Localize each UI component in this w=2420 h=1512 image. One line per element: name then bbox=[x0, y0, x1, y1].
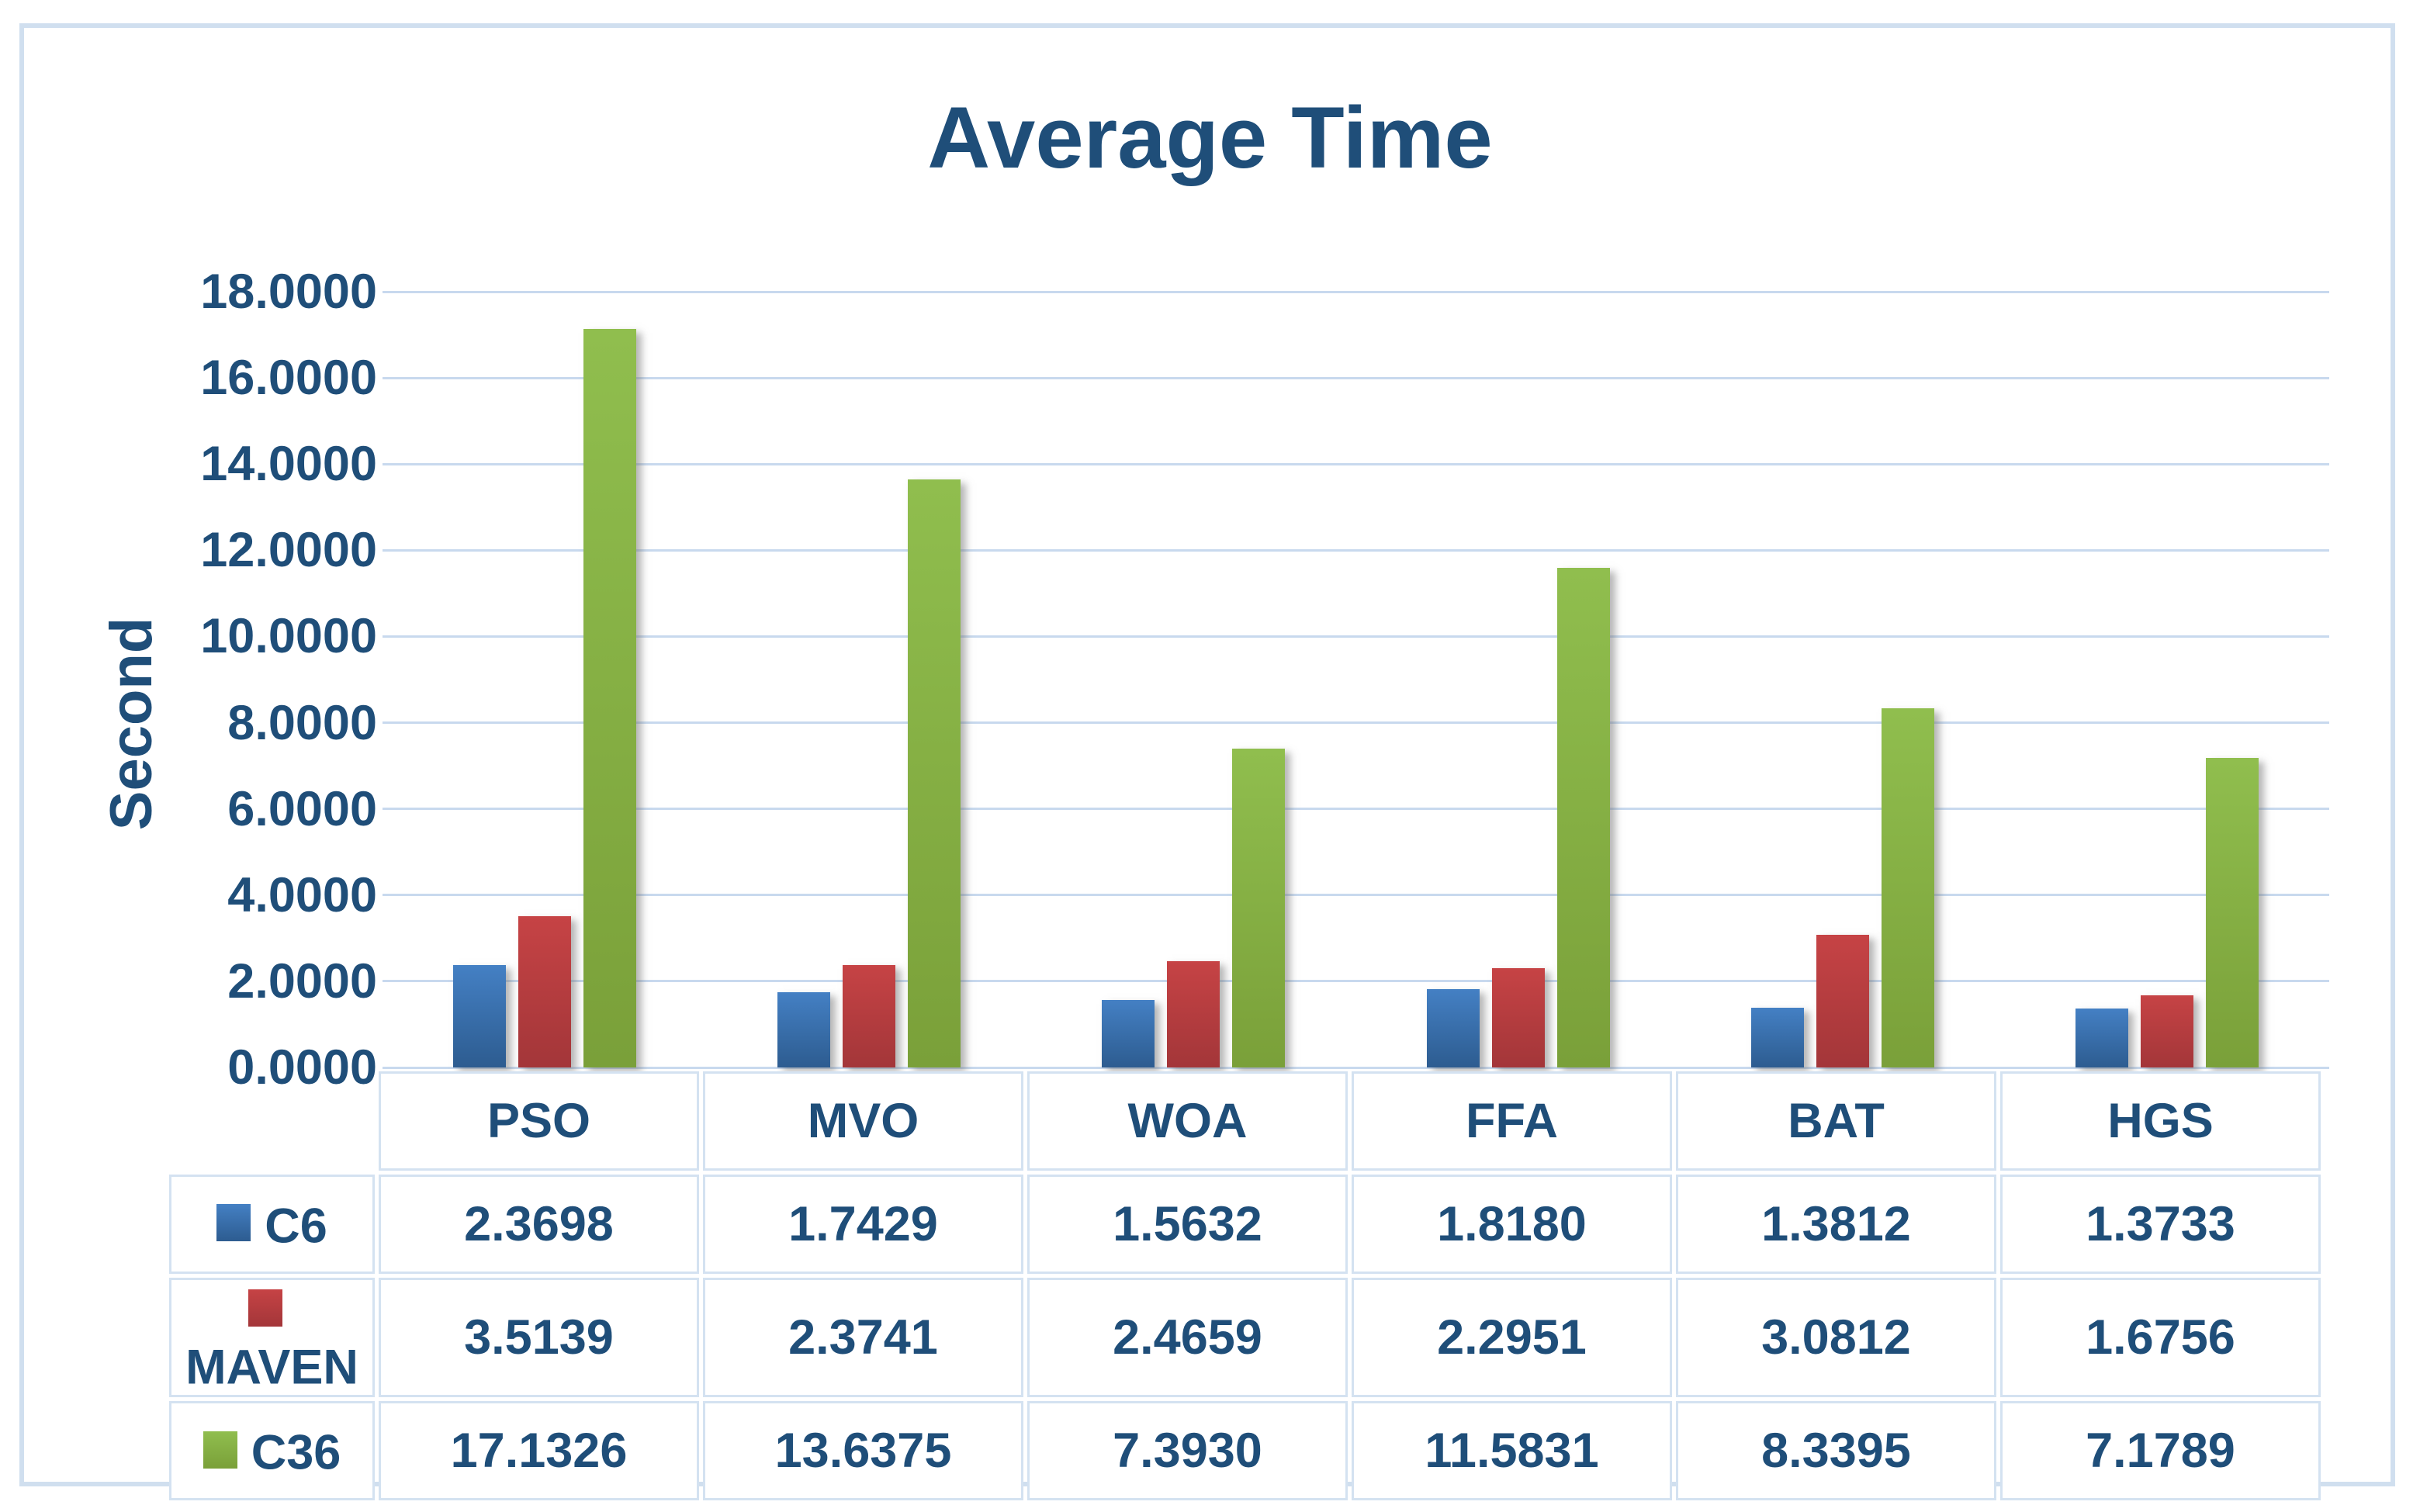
bar-c6-ffa bbox=[1426, 989, 1480, 1067]
value-cell: 7.1789 bbox=[2000, 1401, 2321, 1501]
gridline bbox=[383, 894, 2329, 897]
y-axis-tick-label: 18.0000 bbox=[200, 265, 377, 319]
bar-c36-woa bbox=[1232, 749, 1286, 1067]
value-cell: 2.4659 bbox=[1027, 1278, 1348, 1398]
value-cell: 3.5139 bbox=[379, 1278, 699, 1398]
gridline bbox=[383, 721, 2329, 725]
table-row: C36 17.1326 13.6375 7.3930 11.5831 8.3395 7.17… bbox=[169, 1401, 2321, 1501]
gridline bbox=[383, 1066, 2329, 1069]
value-cell: 1.8180 bbox=[1352, 1175, 1672, 1274]
gridline bbox=[383, 635, 2329, 638]
category-header-cell: MVO bbox=[703, 1071, 1023, 1171]
y-axis-tick-label: 2.0000 bbox=[227, 953, 377, 1009]
series-name-label: C36 bbox=[251, 1425, 341, 1480]
series-legend-cell: C36 bbox=[169, 1401, 375, 1501]
bar-c36-mvo bbox=[908, 479, 961, 1067]
y-axis-tick-label: 0.0000 bbox=[227, 1040, 377, 1095]
series-name-label: MAVEN bbox=[185, 1340, 358, 1395]
bar-maven-mvo bbox=[843, 965, 896, 1067]
gridline bbox=[383, 548, 2329, 552]
series-name-label: C6 bbox=[265, 1199, 327, 1254]
gridline bbox=[383, 980, 2329, 983]
gridline bbox=[383, 462, 2329, 465]
bar-c36-bat bbox=[1881, 708, 1934, 1067]
table-header-row: PSO MVO WOA FFA BAT HGS bbox=[169, 1071, 2321, 1171]
value-cell: 17.1326 bbox=[379, 1401, 699, 1501]
y-axis-tick-label: 14.0000 bbox=[200, 437, 377, 492]
legend-swatch-c36 bbox=[203, 1431, 237, 1469]
gridline bbox=[383, 290, 2329, 293]
gridline bbox=[383, 808, 2329, 811]
category-header-cell: HGS bbox=[2000, 1071, 2321, 1171]
bar-c36-ffa bbox=[1556, 568, 1610, 1067]
data-table: PSO MVO WOA FFA BAT HGS C6 2.3698 1.7429 1.5632 1.… bbox=[165, 1067, 2325, 1504]
value-cell: 1.6756 bbox=[2000, 1278, 2321, 1398]
chart-title: Average Time bbox=[927, 89, 1493, 186]
bar-c36-pso bbox=[583, 329, 637, 1067]
value-cell: 2.3741 bbox=[703, 1278, 1023, 1398]
bar-maven-hgs bbox=[2140, 995, 2193, 1067]
value-cell: 1.3812 bbox=[1676, 1175, 1996, 1274]
value-cell: 7.3930 bbox=[1027, 1401, 1348, 1501]
table-row: MAVEN 3.5139 2.3741 2.4659 2.2951 3.0812 1.675… bbox=[169, 1278, 2321, 1398]
bar-c6-woa bbox=[1102, 1000, 1155, 1067]
bar-maven-woa bbox=[1167, 961, 1220, 1067]
bar-c6-bat bbox=[1750, 1008, 1804, 1067]
bar-c6-pso bbox=[453, 965, 507, 1067]
bar-maven-pso bbox=[518, 915, 572, 1067]
bar-maven-bat bbox=[1816, 934, 1869, 1067]
data-table-container: PSO MVO WOA FFA BAT HGS C6 2.3698 1.7429 1.5632 1.… bbox=[165, 1067, 2325, 1504]
y-axis-tick-label: 4.0000 bbox=[227, 867, 377, 922]
bar-c6-hgs bbox=[2075, 1008, 2128, 1067]
value-cell: 1.3733 bbox=[2000, 1175, 2321, 1274]
series-legend-cell: MAVEN bbox=[169, 1278, 375, 1398]
category-header-cell: FFA bbox=[1352, 1071, 1672, 1171]
bar-c6-mvo bbox=[777, 992, 831, 1067]
value-cell: 3.0812 bbox=[1676, 1278, 1996, 1398]
bar-maven-ffa bbox=[1491, 968, 1545, 1067]
value-cell: 11.5831 bbox=[1352, 1401, 1672, 1501]
category-header-cell: WOA bbox=[1027, 1071, 1348, 1171]
value-cell: 1.7429 bbox=[703, 1175, 1023, 1274]
bar-c36-hgs bbox=[2205, 758, 2259, 1067]
legend-swatch-maven bbox=[248, 1289, 282, 1327]
value-cell: 2.3698 bbox=[379, 1175, 699, 1274]
value-cell: 2.2951 bbox=[1352, 1278, 1672, 1398]
y-axis-tick-label: 12.0000 bbox=[200, 523, 377, 578]
value-cell: 13.6375 bbox=[703, 1401, 1023, 1501]
category-header-cell: PSO bbox=[379, 1071, 699, 1171]
value-cell: 8.3395 bbox=[1676, 1401, 1996, 1501]
legend-swatch-c6 bbox=[216, 1204, 251, 1242]
table-corner-blank bbox=[169, 1071, 375, 1171]
value-cell: 1.5632 bbox=[1027, 1175, 1348, 1274]
y-axis-tick-label: 16.0000 bbox=[200, 351, 377, 406]
y-axis-tick-label: 8.0000 bbox=[227, 695, 377, 750]
gridline bbox=[383, 376, 2329, 379]
y-axis-tick-label: 6.0000 bbox=[227, 781, 377, 836]
table-row: C6 2.3698 1.7429 1.5632 1.8180 1.3812 1.3733 bbox=[169, 1175, 2321, 1274]
category-header-cell: BAT bbox=[1676, 1071, 1996, 1171]
series-legend-cell: C6 bbox=[169, 1175, 375, 1274]
y-axis-tick-label: 10.0000 bbox=[200, 609, 377, 664]
